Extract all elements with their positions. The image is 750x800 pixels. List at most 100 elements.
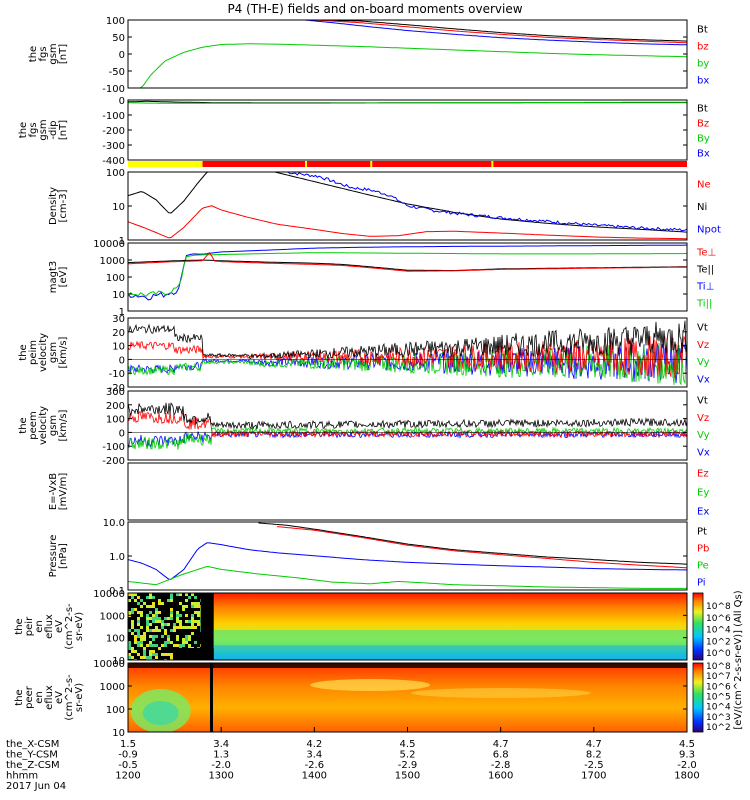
spectrogram-cell <box>176 611 179 614</box>
spectrogram-cell <box>191 632 194 635</box>
spectrogram-cell <box>191 644 194 647</box>
legend-entry: Te|| <box>696 265 714 276</box>
spectrogram-cell <box>170 647 173 650</box>
spectrogram-cell <box>152 623 155 626</box>
x-axis-row-label: hhmm <box>6 771 38 782</box>
spectrogram-cell <box>146 647 149 650</box>
spectrogram-cell <box>149 593 152 596</box>
spectrogram-cell <box>137 638 140 641</box>
spectrogram-cell <box>161 608 164 611</box>
y-tick-label: -200 <box>102 126 125 137</box>
spectrogram-cell <box>137 650 140 653</box>
spectrogram-cell <box>137 629 140 632</box>
status-bar-segment <box>202 161 688 167</box>
spectrogram-cell <box>134 650 137 653</box>
spectrogram-cell <box>131 638 134 641</box>
y-axis-label: magt3 <box>48 261 59 294</box>
spectrogram-cell <box>131 644 134 647</box>
spectrogram-cell <box>188 614 191 617</box>
spectrogram-cell <box>167 596 170 599</box>
spectrogram-gap <box>209 663 213 732</box>
spectrogram-cell <box>179 632 182 635</box>
spectrogram-cell <box>137 620 140 623</box>
spectrogram-cell <box>137 653 140 656</box>
legend-entry: Te⊥ <box>696 248 716 259</box>
y-tick-label: 100 <box>106 415 125 426</box>
colorbar-tick: 10^7 <box>706 672 731 682</box>
spectrogram-cell <box>146 632 149 635</box>
legend-entry: bx <box>697 76 709 87</box>
spectrogram-cell <box>167 650 170 653</box>
spectrogram-cell <box>146 641 149 644</box>
series-Bt <box>216 20 687 42</box>
spectrogram-cell <box>164 602 167 605</box>
spectrogram-cell <box>179 620 182 623</box>
spectrogram-cell <box>173 641 176 644</box>
spectrogram-cell <box>173 647 176 650</box>
spectrogram-cell <box>170 608 173 611</box>
y-axis-label: [km/s] <box>58 409 69 441</box>
panel-fgs <box>137 20 687 88</box>
y-tick-label: -50 <box>109 67 125 78</box>
spectrogram-cell <box>137 641 140 644</box>
chart-title: P4 (TH-E) fields and on-board moments ov… <box>227 2 522 16</box>
spectrogram-cell <box>149 611 152 614</box>
series-Vy <box>128 426 687 450</box>
spectrogram-cell <box>170 617 173 620</box>
spectrogram-band <box>410 688 591 698</box>
y-axis-label: [cm-3] <box>58 189 69 222</box>
colorbar-tick: 10^3 <box>706 713 731 723</box>
series-Te|| <box>128 259 687 271</box>
spectrogram-cell <box>194 638 197 641</box>
spectrogram-cell <box>170 644 173 647</box>
legend-entry: Bt <box>697 104 708 115</box>
spectrogram-fill <box>128 663 687 732</box>
spectrogram-cell <box>167 632 170 635</box>
spectrogram-cell <box>158 593 161 596</box>
y-axis-label: eV <box>54 620 65 633</box>
spectrogram-cell <box>149 653 152 656</box>
spectrogram-cell <box>134 596 137 599</box>
panel-frame <box>127 317 688 388</box>
spectrogram-cell <box>131 653 134 656</box>
spectrogram-cell <box>149 644 152 647</box>
legend-entry: Ey <box>697 488 709 499</box>
spectrogram-cell <box>164 629 167 632</box>
spectrogram-cell <box>128 647 131 650</box>
y-tick-label: 0.1 <box>109 586 125 597</box>
spectrogram-cell <box>131 605 134 608</box>
x-axis-row-label: the_X-CSM <box>6 739 59 750</box>
spectrogram-cell <box>194 641 197 644</box>
y-tick-label: -100 <box>102 84 125 95</box>
spectrogram-cell <box>191 611 194 614</box>
spectrogram-cell <box>170 620 173 623</box>
spectrogram-cell <box>197 629 200 632</box>
spectrogram-cell <box>128 626 131 629</box>
legend-entry: Ez <box>697 469 709 480</box>
colorbar-peer <box>692 662 704 733</box>
spectrogram-cell <box>179 638 182 641</box>
y-axis-label: velocity <box>38 406 49 445</box>
x-axis-value: 9.3 <box>679 750 695 761</box>
y-axis-label: (cm^2-s- <box>64 603 75 650</box>
spectrogram-cell <box>170 602 173 605</box>
spectrogram-cell <box>179 602 182 605</box>
spectrogram-cell <box>152 599 155 602</box>
spectrogram-blob <box>142 701 179 725</box>
y-tick-label: -100 <box>102 442 125 453</box>
spectrogram-cell <box>155 626 158 629</box>
y-tick-label: 10.0 <box>103 518 125 529</box>
spectrogram-cell <box>191 638 194 641</box>
spectrogram-cell <box>179 605 182 608</box>
y-axis-label: the <box>14 689 25 705</box>
x-axis-value: 1500 <box>395 771 420 782</box>
spectrogram-cell <box>170 656 173 659</box>
spectrogram-cell <box>131 635 134 638</box>
spectrogram-cell <box>131 611 134 614</box>
spectrogram-cell <box>161 599 164 602</box>
spectrogram-cell <box>179 623 182 626</box>
spectrogram-cell <box>134 605 137 608</box>
spectrogram-cell <box>185 629 188 632</box>
spectrogram-cell <box>164 614 167 617</box>
spectrogram-cell <box>173 608 176 611</box>
